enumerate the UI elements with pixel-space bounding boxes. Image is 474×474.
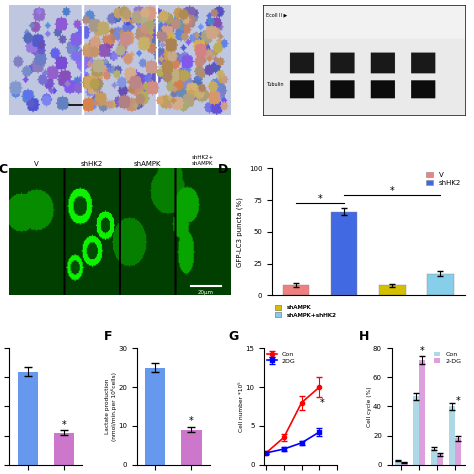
Text: D: D [218,163,228,176]
Bar [395,461,401,465]
Text: *: * [62,420,66,430]
Bar [401,462,408,465]
Text: G: G [228,330,238,343]
Bar [437,455,443,465]
Bar [413,396,419,465]
Bar [449,407,455,465]
Bar [419,360,426,465]
Bar [182,430,201,465]
Text: Tubulin: Tubulin [266,82,284,87]
Bar [427,274,454,295]
Legend: Con, 2-DG: Con, 2-DG [434,352,461,364]
Text: shAMPK: shAMPK [134,161,161,167]
Y-axis label: Lactate production
(nmol/min.per 10⁶cells): Lactate production (nmol/min.per 10⁶cell… [105,372,117,441]
Text: 20μm: 20μm [198,290,214,294]
Text: V: V [34,161,39,167]
Bar [455,438,461,465]
Bar [145,368,165,465]
Text: *: * [319,399,324,409]
Bar [283,285,310,295]
Text: *: * [420,346,425,356]
Text: C: C [0,163,8,176]
Y-axis label: Cell number *10⁵: Cell number *10⁵ [239,381,244,432]
Y-axis label: Cell cycle (%): Cell cycle (%) [366,386,372,427]
Text: H: H [359,330,369,343]
Text: *: * [456,396,460,406]
Text: shHK2+
shAMPK: shHK2+ shAMPK [191,155,214,166]
Y-axis label: GFP-LC3 puncta (%): GFP-LC3 puncta (%) [237,197,243,267]
Bar [331,211,357,295]
Bar [379,285,406,295]
Text: shHK2: shHK2 [81,161,103,167]
Legend: shAMPK, shAMPK+shHK2: shAMPK, shAMPK+shHK2 [275,305,337,318]
Text: F: F [104,330,113,343]
Text: *: * [318,194,323,204]
Legend: Con, 2DG: Con, 2DG [267,352,296,364]
Text: *: * [390,186,395,196]
Bar [18,372,38,465]
Bar [431,448,437,465]
Text: *: * [189,416,194,426]
Text: Ecoll II ▶: Ecoll II ▶ [266,12,288,18]
Bar [54,433,74,465]
